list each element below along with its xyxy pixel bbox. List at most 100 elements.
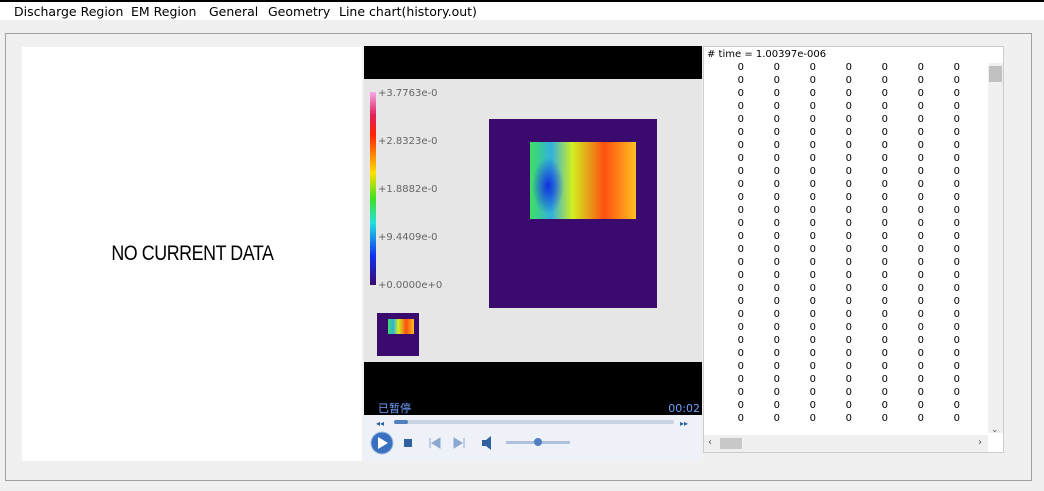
output-value: 0: [881, 387, 888, 398]
output-value: 0: [773, 322, 780, 333]
player-time: 00:02: [668, 402, 700, 415]
message-panel: NO CURRENT DATA: [22, 47, 362, 461]
output-value: 0: [737, 205, 744, 216]
output-value: 0: [737, 361, 744, 372]
output-value: 0: [917, 400, 924, 411]
output-value: 0: [845, 231, 852, 242]
output-value: 0: [881, 192, 888, 203]
output-value: 0: [881, 205, 888, 216]
output-value: 0: [953, 166, 960, 177]
output-value: 0: [737, 257, 744, 268]
output-value: 0: [917, 231, 924, 242]
next-button[interactable]: [453, 437, 465, 449]
output-value: 0: [737, 244, 744, 255]
output-value: 0: [737, 335, 744, 346]
output-value: 0: [809, 335, 816, 346]
output-value: 0: [953, 257, 960, 268]
menu-item[interactable]: Discharge Region: [14, 4, 124, 19]
output-value: 0: [845, 322, 852, 333]
player-status: 已暂停: [378, 401, 411, 415]
output-value: 0: [737, 348, 744, 359]
output-value: 0: [917, 309, 924, 320]
output-value: 0: [845, 101, 852, 112]
output-value: 0: [953, 322, 960, 333]
output-value: 0: [845, 270, 852, 281]
colorbar-label: +2.8323e-0: [378, 136, 438, 147]
rewind-button[interactable]: ◂◂: [376, 419, 384, 428]
output-value: 0: [881, 400, 888, 411]
output-value: 0: [737, 387, 744, 398]
output-value: 0: [953, 179, 960, 190]
output-value: 0: [773, 348, 780, 359]
output-value: 0: [917, 361, 924, 372]
output-value: 0: [881, 296, 888, 307]
output-value: 0: [773, 231, 780, 242]
stop-button[interactable]: [404, 439, 412, 447]
output-value: 0: [953, 387, 960, 398]
output-value: 0: [845, 296, 852, 307]
output-value: 0: [881, 244, 888, 255]
output-value: 0: [881, 127, 888, 138]
menu-item[interactable]: Geometry: [268, 4, 331, 19]
output-value: 0: [809, 413, 816, 424]
output-value: 0: [953, 283, 960, 294]
horizontal-scrollbar[interactable]: ‹ ›: [704, 435, 988, 452]
output-value: 0: [809, 283, 816, 294]
output-value: 0: [953, 88, 960, 99]
output-value: 0: [773, 374, 780, 385]
output-value: 0: [917, 140, 924, 151]
output-value: 0: [809, 374, 816, 385]
output-value: 0: [917, 283, 924, 294]
output-value: 0: [809, 101, 816, 112]
output-value: 0: [845, 400, 852, 411]
output-value: 0: [881, 101, 888, 112]
output-value: 0: [917, 75, 924, 86]
forward-button[interactable]: ▸▸: [680, 419, 688, 428]
output-value: 0: [917, 114, 924, 125]
output-value: 0: [773, 192, 780, 203]
output-value: 0: [881, 88, 888, 99]
output-pane: # time = 1.00397e-006 ⌄ ‹ › 0 0 0 0 0 0 0 0 0 0 0 0…: [703, 46, 1004, 453]
output-value: 0: [917, 387, 924, 398]
menu-item[interactable]: General: [209, 4, 259, 19]
vertical-scrollbar[interactable]: ⌄: [988, 63, 1003, 435]
output-value: 0: [773, 296, 780, 307]
output-value: 0: [809, 400, 816, 411]
output-value: 0: [881, 140, 888, 151]
prev-button[interactable]: [429, 437, 441, 449]
output-value: 0: [809, 140, 816, 151]
output-value: 0: [737, 270, 744, 281]
output-value: 0: [809, 88, 816, 99]
output-value: 0: [917, 179, 924, 190]
output-value: 0: [917, 257, 924, 268]
output-value: 0: [953, 140, 960, 151]
output-value: 0: [845, 309, 852, 320]
output-value: 0: [881, 374, 888, 385]
colorbar-label: +1.8882e-0: [378, 184, 438, 195]
output-value: 0: [809, 127, 816, 138]
output-value: 0: [953, 270, 960, 281]
output-value: 0: [845, 62, 852, 73]
output-value: 0: [953, 192, 960, 203]
menu-item[interactable]: Line chart(history.out): [339, 4, 477, 19]
output-value: 0: [881, 413, 888, 424]
output-value: 0: [917, 205, 924, 216]
output-value: 0: [881, 270, 888, 281]
output-value: 0: [953, 127, 960, 138]
panel-frame: [5, 33, 1032, 481]
output-value: 0: [809, 361, 816, 372]
volume-button[interactable]: [482, 436, 491, 450]
output-value: 0: [737, 62, 744, 73]
output-value: 0: [845, 283, 852, 294]
menu-item[interactable]: EM Region: [131, 4, 197, 19]
volume-slider[interactable]: [534, 438, 542, 446]
output-value: 0: [737, 75, 744, 86]
output-value: 0: [809, 322, 816, 333]
output-value: 0: [809, 192, 816, 203]
output-value: 0: [773, 88, 780, 99]
output-value: 0: [737, 296, 744, 307]
output-value: 0: [773, 218, 780, 229]
output-value: 0: [845, 153, 852, 164]
output-value: 0: [953, 413, 960, 424]
